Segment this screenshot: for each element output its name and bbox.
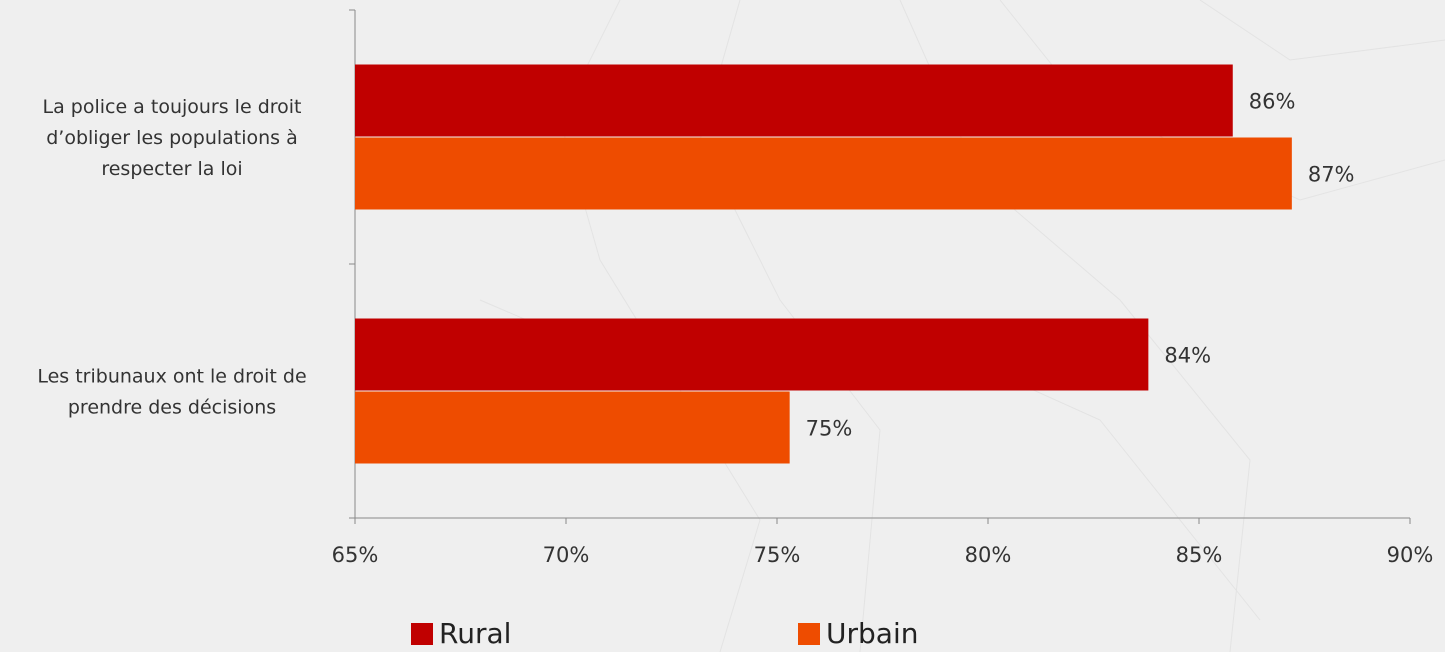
x-tick-label: 75%: [754, 543, 801, 567]
bar-rural: [355, 318, 1149, 391]
x-tick-label: 90%: [1387, 543, 1434, 567]
data-label: 86%: [1249, 90, 1296, 114]
x-tick-label: 85%: [1176, 543, 1223, 567]
legend-label-rural: Rural: [439, 617, 512, 650]
data-label: 75%: [806, 417, 853, 441]
x-tick-label: 70%: [543, 543, 590, 567]
legend: Rural Urbain: [0, 616, 1445, 652]
legend-swatch-urbain: [798, 623, 820, 645]
category-label: prendre des décisions: [68, 397, 276, 419]
legend-swatch-rural: [411, 623, 433, 645]
legend-item-urbain: Urbain: [798, 616, 918, 652]
category-label: respecter la loi: [101, 158, 242, 180]
data-label: 87%: [1308, 163, 1355, 187]
bar-rural: [355, 64, 1233, 137]
category-label: La police a toujours le droit: [43, 96, 302, 118]
data-label: 84%: [1164, 344, 1211, 368]
plot-area: 65% 70% 75% 80% 85% 90% 86% 87% La police a touj…: [37, 9, 1434, 567]
x-tick-label: 65%: [332, 543, 379, 567]
legend-label-urbain: Urbain: [826, 617, 919, 650]
category-label: d’obliger les populations à: [46, 127, 298, 149]
category-label: Les tribunaux ont le droit de: [37, 366, 306, 388]
bar-urbain: [355, 391, 790, 464]
legend-item-rural: Rural: [411, 616, 511, 652]
bar-urbain: [355, 137, 1292, 210]
x-tick-label: 80%: [965, 543, 1012, 567]
